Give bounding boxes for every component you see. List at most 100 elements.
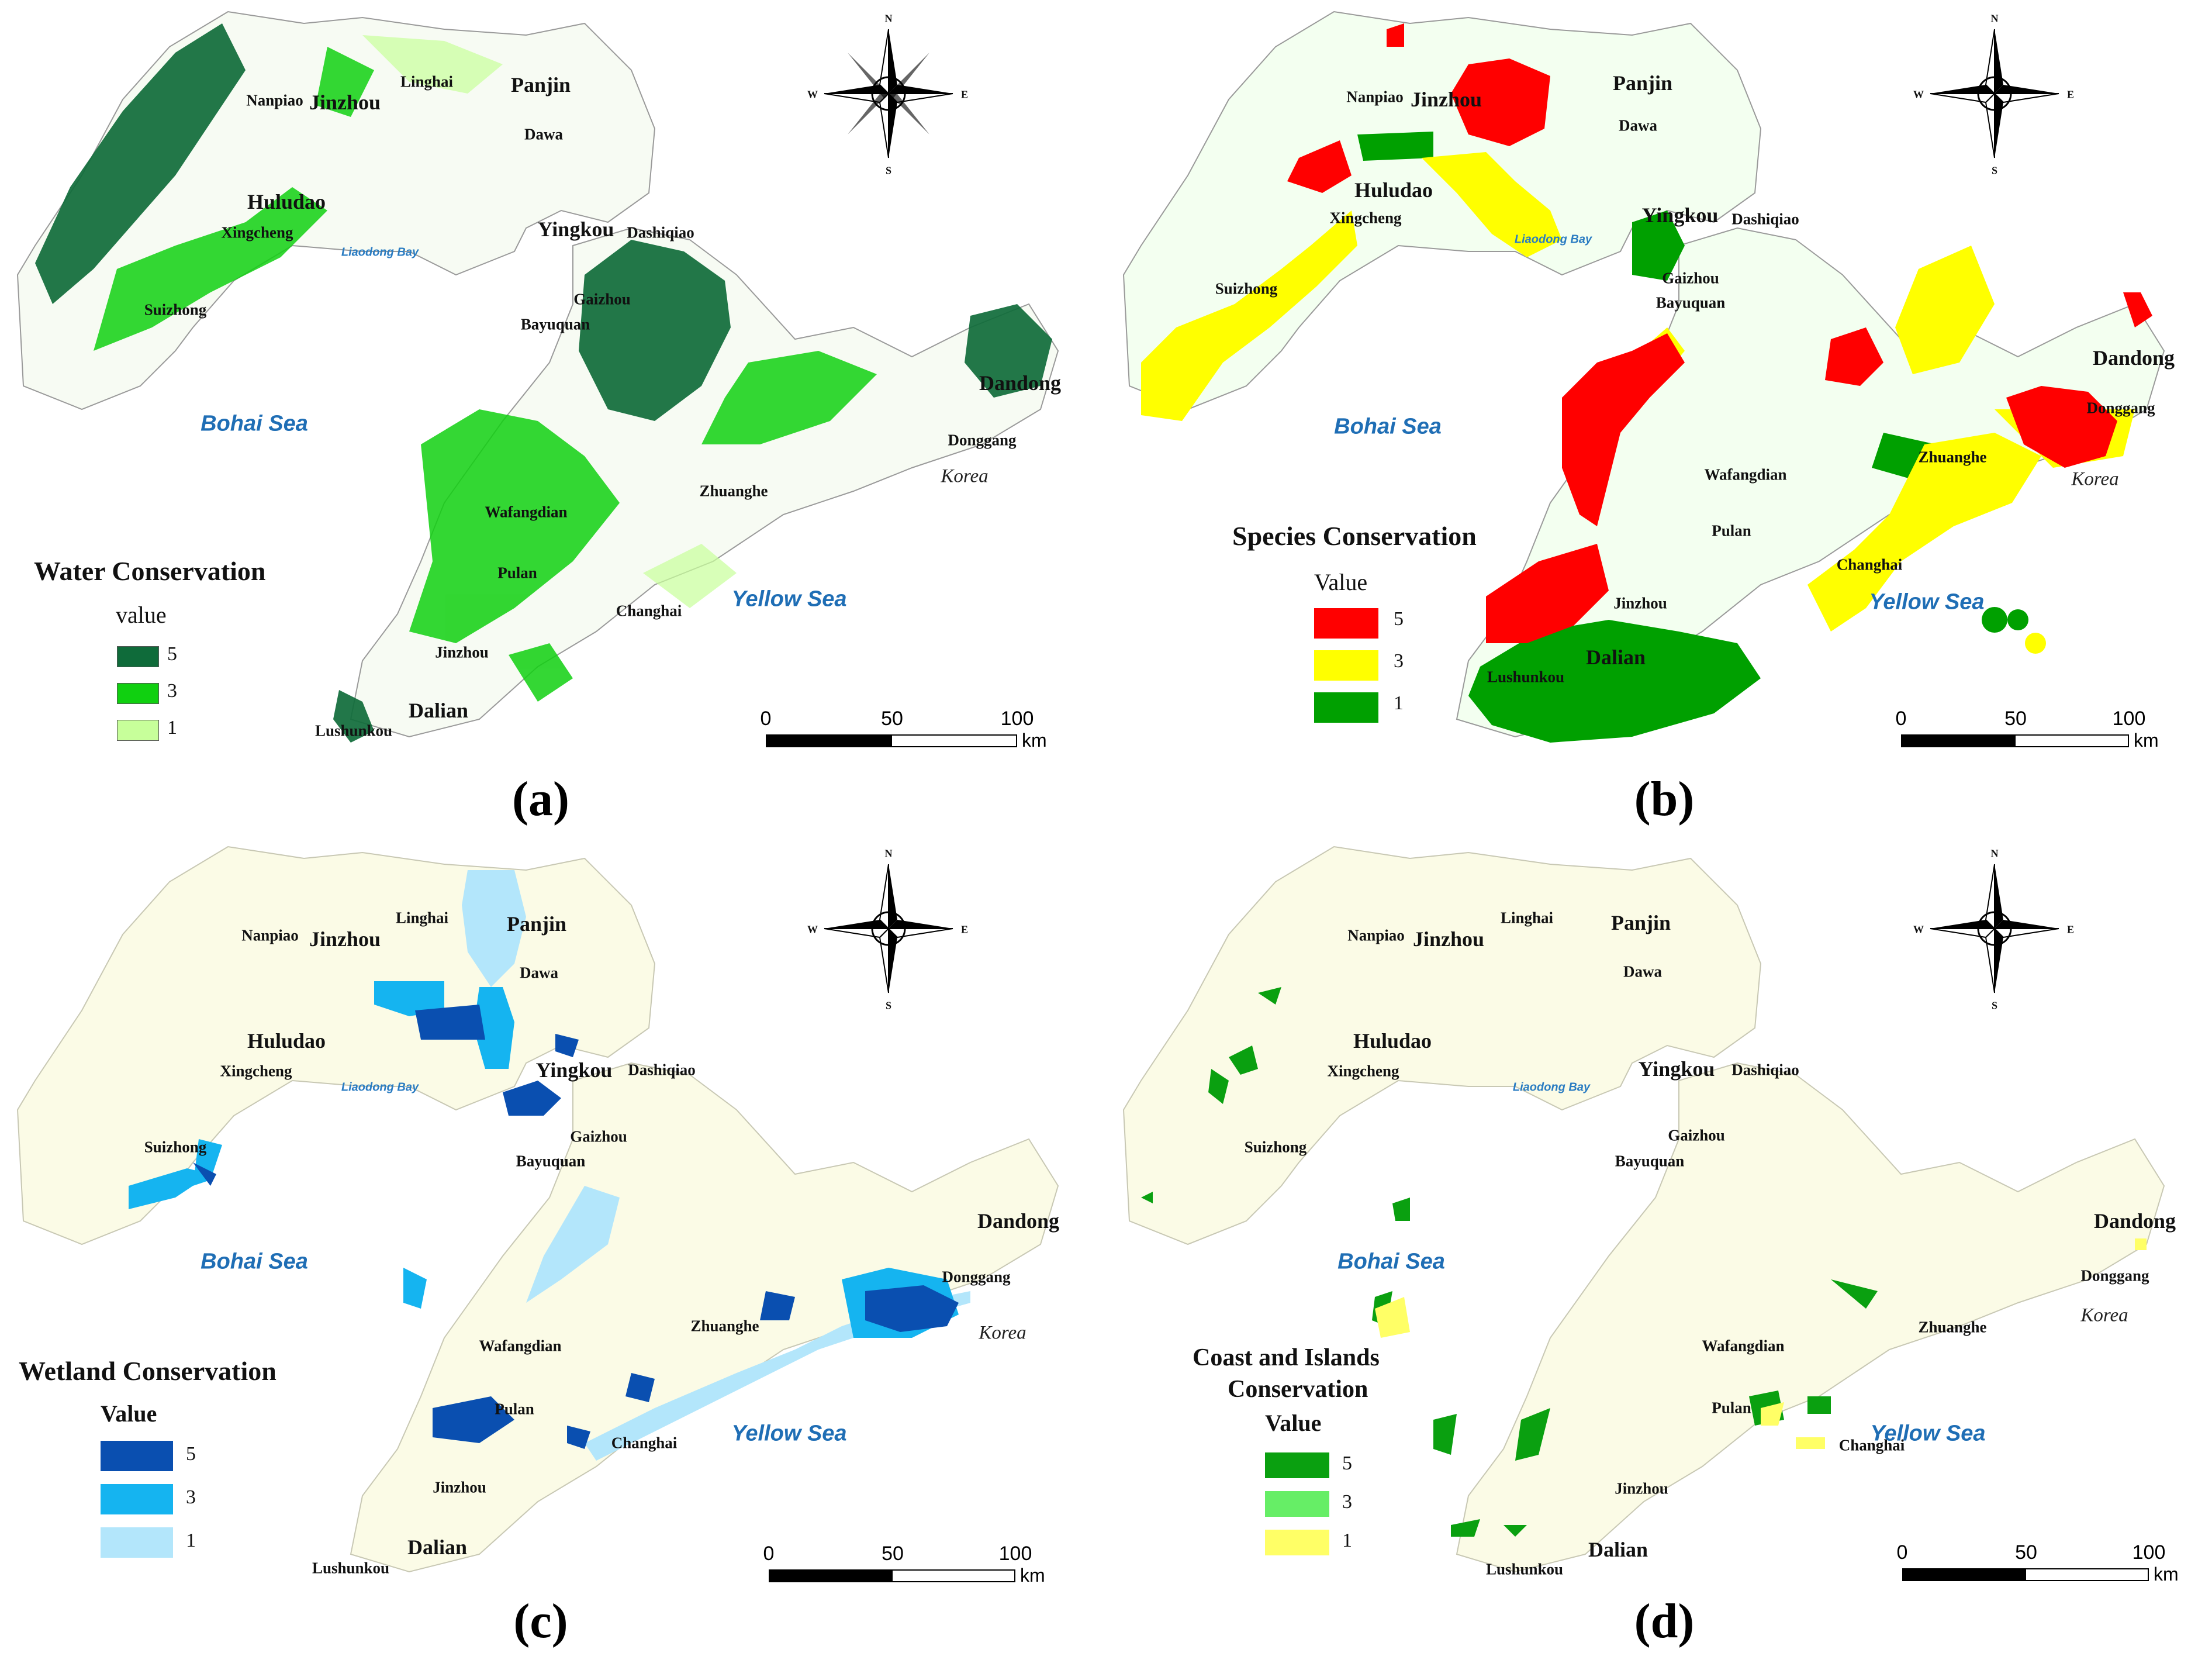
- sea-yellow: Yellow Sea: [1869, 589, 1985, 615]
- place-jinzhou: Jinzhou: [1412, 927, 1485, 951]
- place-gaizhou: Gaizhou: [1668, 1126, 1725, 1144]
- sea-bohai: Bohai Sea: [1337, 1249, 1445, 1274]
- place-linghai: Linghai: [400, 73, 454, 91]
- scale-unit: km: [1022, 730, 1047, 751]
- place-pulan: Pulan: [1712, 522, 1751, 540]
- land-a-south: [350, 227, 1059, 738]
- sea-liaodong-bay: Liaodong Bay: [1512, 1081, 1591, 1094]
- place-donggang: Donggang: [2086, 399, 2155, 417]
- place-bayuquan: Bayuquan: [1615, 1152, 1685, 1170]
- legend-swatch-3: [1265, 1491, 1329, 1517]
- map-d: [1122, 846, 2165, 1573]
- scale-tick-50: 50: [2015, 1541, 2037, 1564]
- legend-title-b: Species Conservation: [1232, 521, 1477, 551]
- place-lushunkou: Lushunkou: [1485, 1560, 1564, 1578]
- place-dandong: Dandong: [979, 371, 1062, 395]
- legend-label-5: 5: [186, 1443, 196, 1465]
- place-jinzhou-south: Jinzhou: [435, 643, 489, 661]
- map-a: [16, 11, 1059, 743]
- sea-bohai: Bohai Sea: [201, 1249, 308, 1274]
- legend-label-5: 5: [167, 643, 177, 665]
- legend-swatch-1: [117, 720, 159, 741]
- place-donggang: Donggang: [942, 1268, 1011, 1286]
- place-dawa: Dawa: [1623, 962, 1662, 981]
- place-changhai: Changhai: [616, 602, 682, 620]
- scalebar-c: 0 50 100 km: [763, 1543, 1045, 1589]
- place-zhuanghe: Zhuanghe: [690, 1317, 759, 1335]
- label-korea: Korea: [941, 465, 989, 487]
- legend-swatch-1: [1265, 1530, 1329, 1555]
- scale-tick-100: 100: [2132, 1541, 2166, 1564]
- place-donggang: Donggang: [2080, 1267, 2149, 1285]
- place-linghai: Linghai: [395, 909, 449, 927]
- legend-swatch-3: [117, 683, 159, 704]
- legend-title-c: Wetland Conservation: [19, 1356, 276, 1386]
- panel-a: N S W E Nanpiao Jinzhou Linghai Panjin D…: [0, 0, 1106, 835]
- scalebar-b: 0 50 100 km: [1896, 708, 2170, 754]
- scalebar-white: [891, 734, 1017, 747]
- panel-d: N S W E Nanpiao Jinzhou Linghai Panjin D…: [1106, 835, 2212, 1670]
- place-lushunkou: Lushunkou: [1487, 668, 1565, 686]
- compass-n-b: N: [1990, 12, 1999, 25]
- legend-swatch-5: [117, 646, 159, 667]
- place-pulan: Pulan: [495, 1400, 534, 1418]
- place-dandong: Dandong: [2093, 1209, 2176, 1233]
- place-jinzhou-south: Jinzhou: [1613, 594, 1667, 612]
- place-dashiqiao: Dashiqiao: [1731, 1061, 1799, 1079]
- place-xingcheng: Xingcheng: [1327, 1062, 1399, 1080]
- place-wafangdian: Wafangdian: [479, 1337, 562, 1355]
- legend-swatch-3: [1314, 650, 1378, 681]
- place-dashiqiao: Dashiqiao: [627, 223, 694, 241]
- place-dandong: Dandong: [2092, 346, 2175, 370]
- place-changhai: Changhai: [1836, 555, 1903, 574]
- place-yingkou: Yingkou: [537, 218, 614, 241]
- place-dandong: Dandong: [977, 1209, 1060, 1233]
- place-bayuquan: Bayuquan: [1655, 294, 1726, 312]
- place-dashiqiao: Dashiqiao: [1731, 210, 1799, 228]
- forest-dark-a: [35, 23, 1052, 743]
- legend-value-label-d: Value: [1265, 1410, 1322, 1436]
- legend-label-3: 3: [1394, 650, 1404, 672]
- sea-bohai: Bohai Sea: [1334, 414, 1442, 439]
- sea-yellow: Yellow Sea: [731, 1421, 847, 1446]
- place-suizhong: Suizhong: [144, 1138, 207, 1156]
- place-dalian: Dalian: [1585, 646, 1646, 669]
- place-dawa: Dawa: [1619, 116, 1657, 134]
- place-changhai: Changhai: [1838, 1436, 1905, 1454]
- sea-yellow: Yellow Sea: [1870, 1421, 1986, 1446]
- panel-label-b: (b): [1634, 772, 1695, 826]
- panel-label-d: (d): [1634, 1594, 1695, 1648]
- legend-label-3: 3: [1342, 1491, 1352, 1513]
- compass-e-a: E: [960, 88, 969, 101]
- place-panjin: Panjin: [1610, 911, 1671, 934]
- place-jinzhou: Jinzhou: [309, 927, 381, 951]
- legend-label-1: 1: [167, 717, 177, 739]
- place-suizhong: Suizhong: [1244, 1138, 1307, 1156]
- scale-unit: km: [1020, 1565, 1045, 1586]
- scale-tick-50: 50: [881, 708, 903, 730]
- legend-title-d-2: Conservation: [1228, 1376, 1368, 1403]
- scalebar-black: [766, 734, 892, 747]
- place-jinzhou: Jinzhou: [309, 91, 381, 114]
- place-xingcheng: Xingcheng: [220, 1062, 292, 1080]
- place-xingcheng: Xingcheng: [1329, 209, 1402, 227]
- place-lushunkou: Lushunkou: [312, 1559, 390, 1577]
- legend-swatch-5: [1265, 1452, 1329, 1478]
- scale-tick-50: 50: [2004, 708, 2027, 730]
- place-nanpiao: Nanpiao: [241, 926, 299, 944]
- place-dalian: Dalian: [408, 699, 469, 722]
- panel-label-c: (c): [513, 1594, 568, 1648]
- compass-e-d: E: [2066, 923, 2075, 936]
- scale-tick-0: 0: [1896, 1541, 1908, 1564]
- compass-c: [824, 864, 953, 993]
- compass-w-b: W: [1913, 88, 1924, 101]
- scalebar-black: [1901, 734, 2016, 747]
- place-panjin: Panjin: [510, 73, 571, 96]
- legend-label-1: 1: [186, 1530, 196, 1551]
- place-pulan: Pulan: [497, 564, 537, 582]
- legend-label-1: 1: [1342, 1530, 1352, 1551]
- compass-e-c: E: [960, 923, 969, 936]
- panel-label-a: (a): [512, 772, 569, 826]
- place-huludao: Huludao: [1353, 1029, 1432, 1053]
- compass-s-d: S: [1991, 999, 1998, 1012]
